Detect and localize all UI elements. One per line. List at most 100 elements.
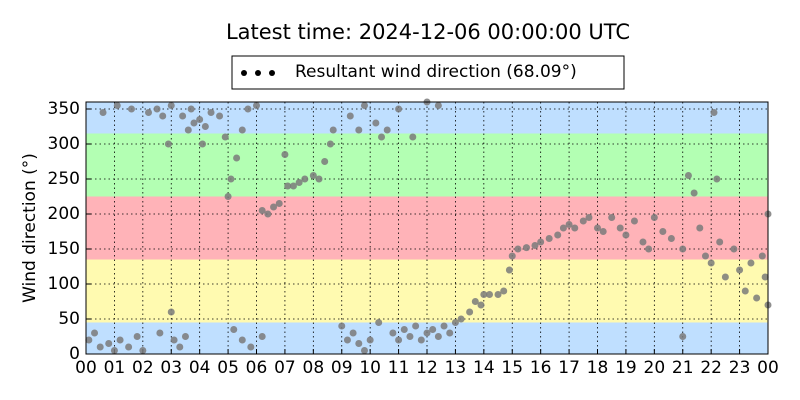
y-tick-label: 300 (48, 134, 80, 154)
data-point (571, 224, 579, 232)
x-tick-label: 02 (132, 358, 154, 378)
data-point (395, 336, 403, 344)
x-tick-label: 11 (388, 358, 410, 378)
data-point (201, 123, 209, 130)
data-point (338, 322, 346, 330)
data-point (360, 347, 368, 354)
data-point (412, 322, 420, 330)
data-point (187, 105, 195, 113)
data-point (707, 259, 715, 267)
x-tick-label: 03 (160, 358, 182, 378)
legend-dot (255, 70, 261, 76)
data-point (270, 203, 278, 211)
data-point (372, 119, 380, 127)
data-point (701, 252, 709, 260)
data-point (537, 238, 545, 246)
data-point (156, 329, 164, 337)
x-tick-label: 07 (274, 358, 296, 378)
x-tick-label: 00 (75, 358, 97, 378)
data-point (554, 231, 562, 239)
data-point (366, 336, 374, 344)
data-point (96, 343, 104, 351)
data-point (275, 200, 283, 207)
x-tick-label: 22 (700, 358, 722, 378)
x-tick-label: 23 (729, 358, 751, 378)
data-point (145, 109, 153, 116)
data-point (753, 294, 761, 302)
data-point (113, 102, 121, 109)
data-point (176, 343, 184, 351)
data-point (224, 193, 232, 200)
data-point (508, 252, 516, 260)
data-point (346, 112, 354, 120)
data-point (684, 172, 692, 179)
data-point (451, 319, 459, 326)
data-point (409, 133, 417, 141)
data-point (85, 336, 93, 344)
legend-dot (269, 70, 275, 76)
legend-box (231, 55, 625, 90)
data-point (565, 221, 573, 228)
data-point (545, 235, 553, 242)
data-point (207, 109, 215, 116)
data-point (329, 126, 337, 134)
data-point (230, 326, 238, 333)
data-point (585, 214, 593, 221)
data-point (457, 315, 465, 323)
data-point (579, 217, 587, 225)
data-point (721, 273, 729, 281)
data-point (747, 259, 755, 267)
legend-label: Resultant wind direction (68.09°) (295, 62, 577, 82)
x-tick-label: 08 (303, 358, 325, 378)
data-point (227, 175, 235, 183)
data-point (434, 102, 442, 109)
data-point (349, 329, 357, 337)
data-point (167, 102, 175, 109)
data-point (221, 133, 229, 141)
data-point (315, 175, 323, 183)
data-point (139, 347, 147, 354)
data-point (486, 291, 494, 298)
data-point (91, 329, 99, 337)
y-tick-label: 50 (58, 309, 80, 329)
data-point (639, 238, 647, 246)
x-tick-label: 12 (416, 358, 438, 378)
data-point (434, 333, 442, 340)
data-point (125, 343, 133, 351)
data-point (616, 224, 624, 232)
data-point (423, 329, 431, 337)
data-point (667, 235, 675, 242)
data-point (630, 217, 638, 225)
data-point (494, 291, 502, 298)
x-tick-label: 04 (189, 358, 211, 378)
data-point (500, 287, 508, 295)
data-point (281, 151, 289, 158)
data-point (531, 242, 539, 249)
x-tick-label: 09 (331, 358, 353, 378)
data-point (233, 154, 241, 162)
x-tick-label: 20 (644, 358, 666, 378)
data-point (440, 322, 448, 330)
data-point (258, 207, 266, 214)
data-point (321, 158, 329, 165)
x-tick-label: 05 (217, 358, 239, 378)
data-point (264, 210, 272, 218)
data-point (599, 228, 607, 235)
data-point (389, 329, 397, 337)
data-point (190, 119, 198, 127)
data-point (645, 245, 653, 253)
data-point (514, 245, 522, 253)
data-point (153, 105, 161, 113)
data-point (105, 340, 113, 347)
data-point (216, 112, 224, 120)
data-point (716, 238, 724, 246)
data-point (383, 126, 391, 134)
x-tick-label: 21 (672, 358, 694, 378)
y-axis-label: Wind direction (°) (20, 153, 40, 303)
data-point (244, 105, 252, 113)
data-point (446, 329, 454, 337)
data-point (429, 326, 437, 333)
data-point (471, 298, 479, 305)
legend-dot (241, 70, 247, 76)
y-tick-label: 0 (69, 344, 80, 364)
